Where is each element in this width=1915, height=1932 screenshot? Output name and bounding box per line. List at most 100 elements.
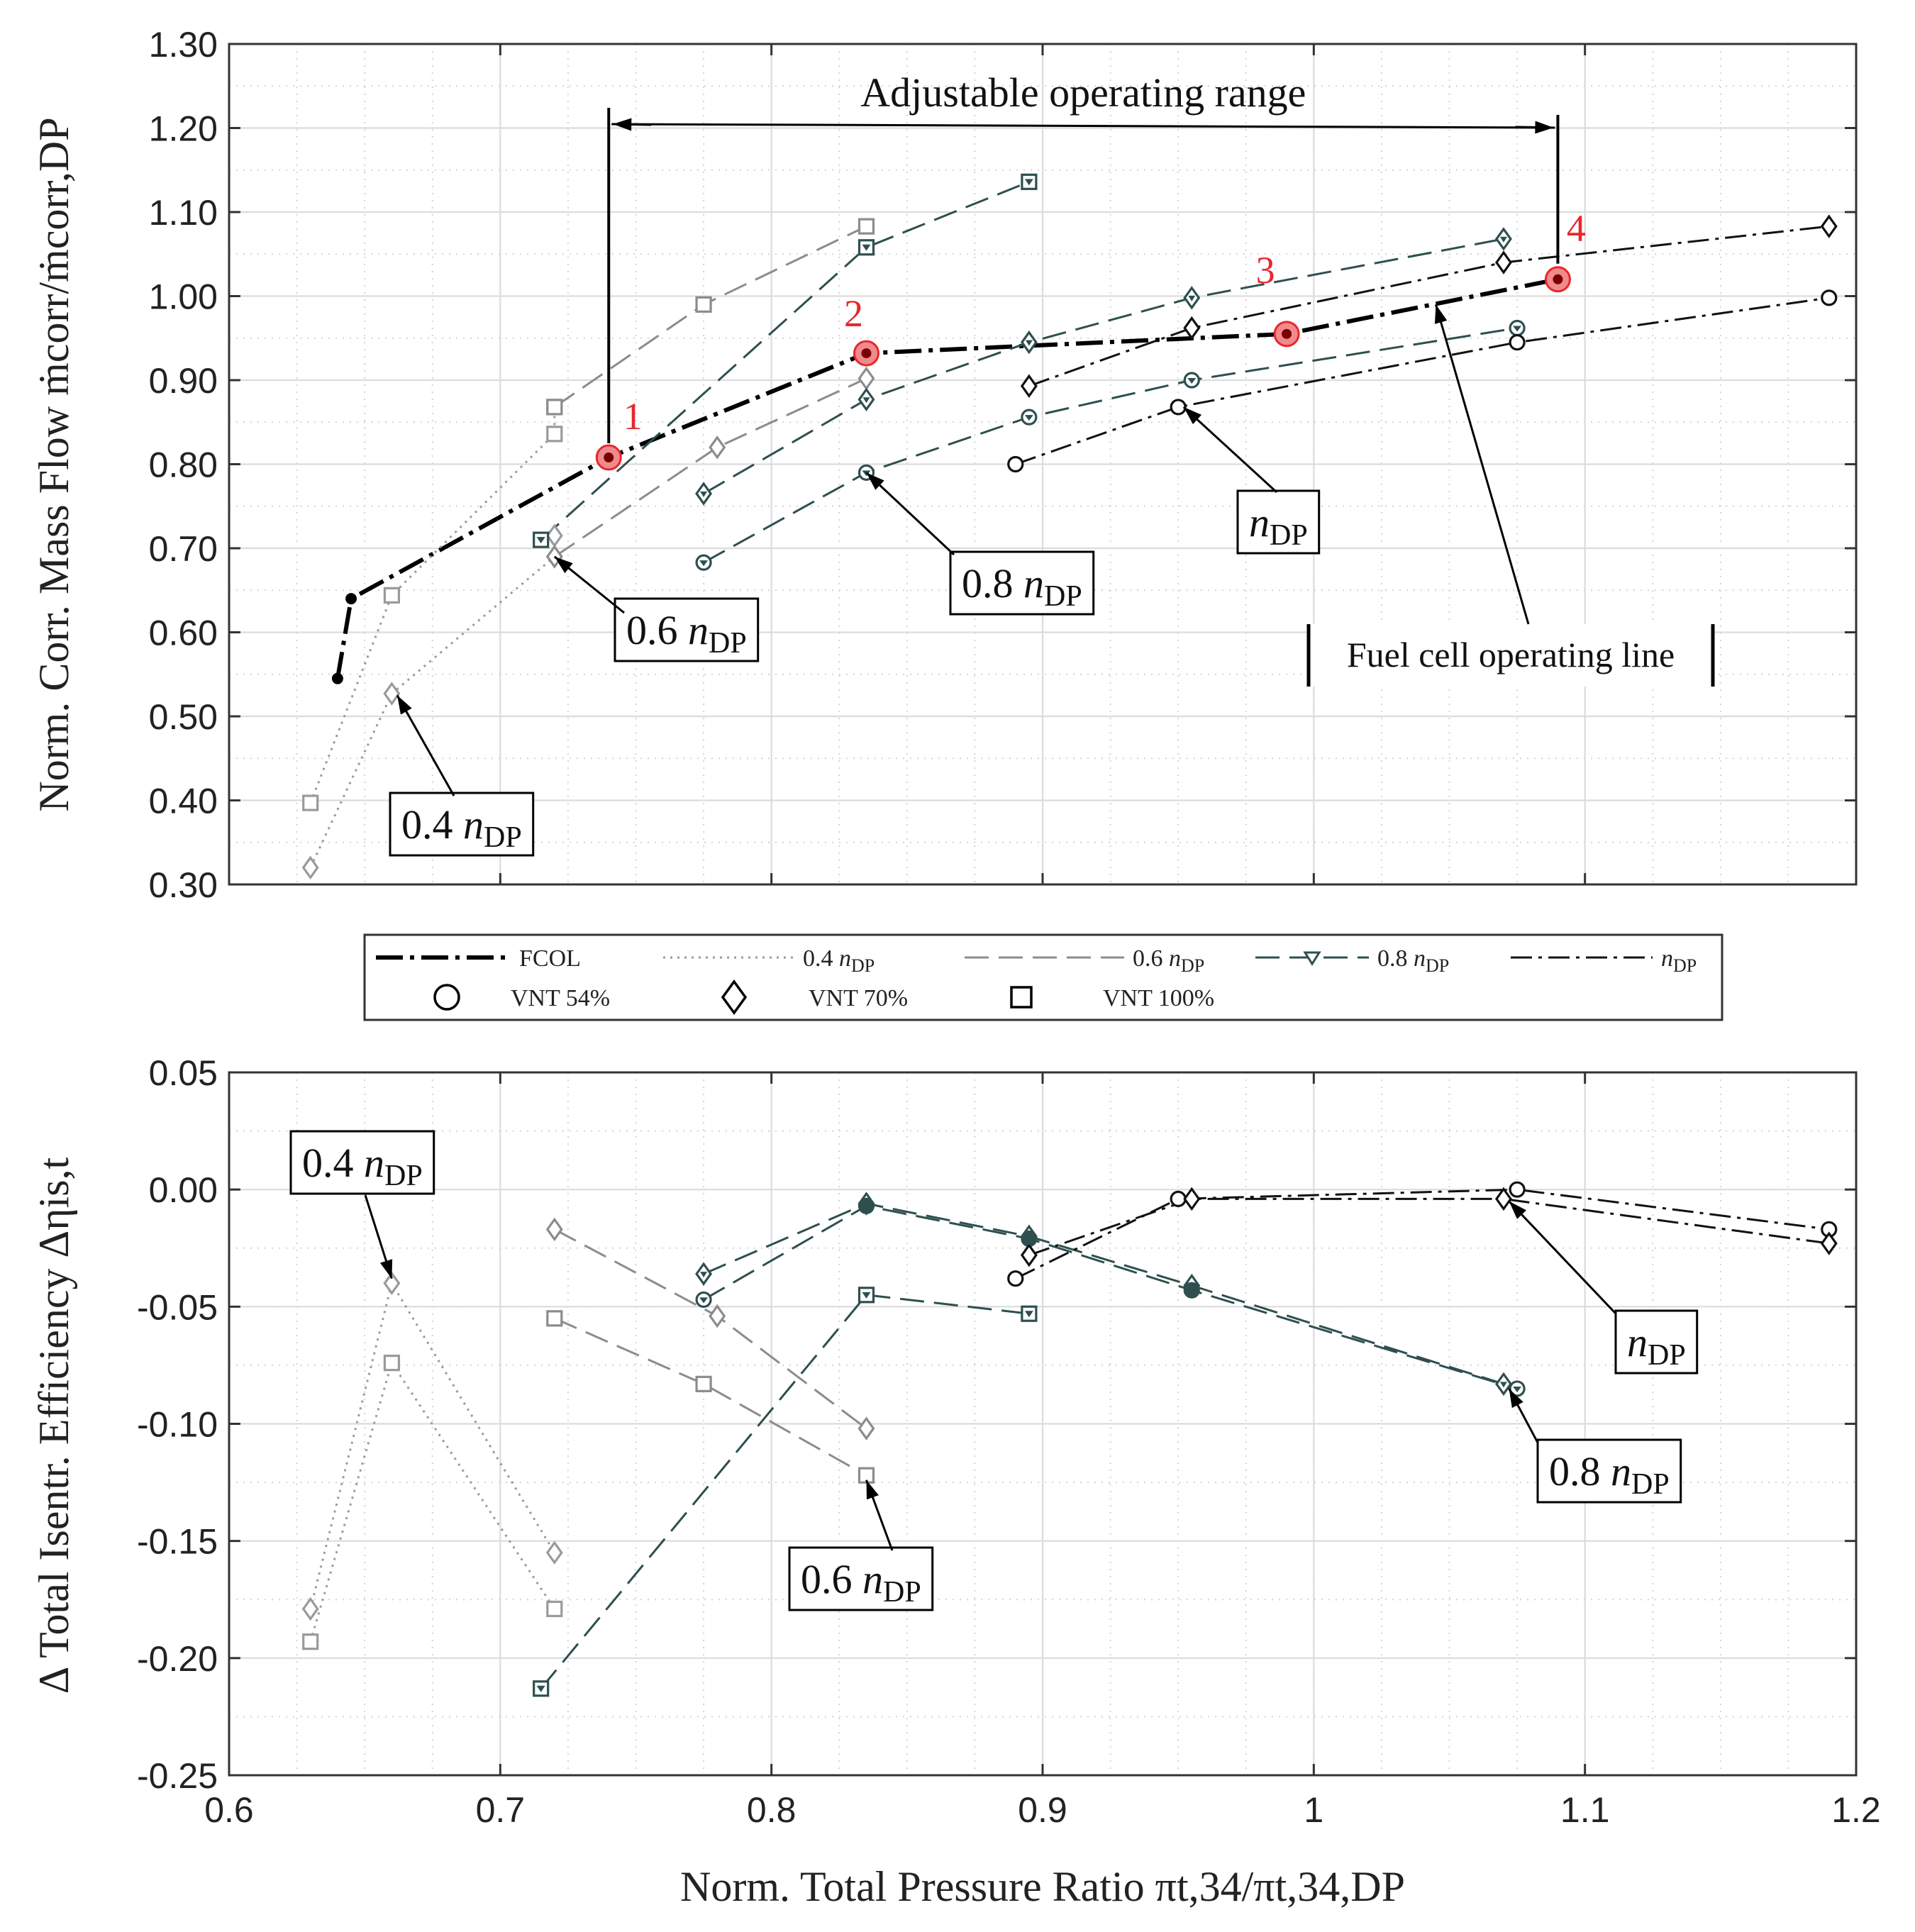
series-line-n08-5	[540, 180, 1030, 541]
annotation-0-4-ndp-arrow-line	[396, 694, 455, 796]
annotation-ndp-text: nDP	[1249, 499, 1308, 552]
operating-point-label-4: 4	[1567, 207, 1586, 250]
y-tick-label: 0.05	[149, 1053, 218, 1093]
annotation-bottom-0-4-ndp: 0.4 nDP	[289, 1130, 435, 1195]
legend-label-sub: DP	[1426, 955, 1449, 976]
legend-label-main: 0.4	[803, 945, 839, 972]
annotation-0-8-ndp: 0.8 nDP	[949, 550, 1095, 616]
y-tick-label: 0.40	[149, 782, 218, 821]
annotation-0-4-ndp-sub: DP	[484, 821, 522, 854]
data-point-n04-2-0	[301, 855, 319, 880]
annotation-ndp-arrow-line	[1182, 406, 1278, 494]
legend-marker-diamond	[721, 979, 748, 1015]
data-point-n08-4-1-inner	[862, 1292, 871, 1299]
data-point-ndp-7-2	[1509, 1181, 1526, 1198]
series-line-ndp-8	[1028, 1197, 1830, 1257]
data-point-ndp-8-0	[1020, 1243, 1038, 1267]
annotation-0-4-ndp-main: 0.4	[401, 801, 463, 848]
data-point-n08-4-0-inner	[536, 1685, 545, 1692]
legend-box	[363, 933, 1724, 1021]
annotation-0-6-ndp-arrow-head	[554, 556, 573, 574]
data-point-n06-4-2	[857, 366, 875, 391]
y-tick-label: 0.00	[149, 1170, 218, 1210]
annotation-bottom-0-6-ndp-box	[788, 1546, 934, 1611]
operating-point-label-3: 3	[1256, 249, 1275, 292]
fcol-point	[331, 672, 343, 684]
operating-point-core-2	[861, 348, 872, 359]
legend-label-var: n	[1169, 945, 1181, 972]
annotation-bottom-ndp-arrow-head	[1509, 1201, 1527, 1219]
y-tick-label: 0.80	[149, 445, 218, 485]
data-point-n08-5-1-inner	[862, 244, 871, 251]
data-point-n08-5-2-inner	[1024, 179, 1033, 186]
y-tick-label: 1.30	[149, 25, 218, 65]
legend-label-diamond: VNT 70%	[809, 985, 908, 1011]
data-point-n08-7-0-inner	[699, 560, 709, 567]
top-y-axis-label: Norm. Corr. Mass Flow ṁcorr/ṁcorr,DP	[30, 117, 77, 811]
data-point-n04-1-0	[302, 1633, 319, 1650]
legend-marker-n08	[1303, 951, 1321, 966]
y-tick-label: -0.20	[137, 1639, 218, 1679]
annotation-0-8-ndp-main: 0.8	[962, 560, 1023, 606]
series-line-ndp-9	[1015, 296, 1830, 465]
data-point-ndp-9-1	[1170, 399, 1187, 416]
annotation-0-4-ndp-var: n	[463, 801, 484, 848]
annotation-bottom-ndp: nDP	[1614, 1309, 1699, 1375]
data-point-n06-2-0	[545, 1217, 563, 1242]
data-point-n08-6-2-inner	[1025, 340, 1033, 346]
annotation-bottom-ndp-var: n	[1627, 1319, 1648, 1365]
data-point-ndp-7-0	[1007, 1270, 1024, 1287]
annotation-bottom-0-8-ndp-box	[1536, 1438, 1682, 1504]
data-point-n04-2-3	[545, 523, 563, 548]
series-line-ndp-8	[1028, 225, 1829, 387]
data-point-ndp-7-1	[1170, 1190, 1187, 1207]
series-line-ndp-7	[1015, 1188, 1829, 1280]
annotation-bottom-ndp-arrow-line	[1508, 1200, 1617, 1315]
data-point-n06-3-2	[857, 218, 875, 235]
annotation-fcol-arrow-line	[1434, 304, 1530, 625]
data-point-ndp-8-3	[1820, 214, 1838, 238]
annotation-fcol-bg	[1309, 624, 1713, 687]
y-tick-label: -0.10	[137, 1405, 218, 1445]
annotation-fcol-arrow-head	[1434, 304, 1448, 324]
data-point-n06-3-0	[546, 399, 563, 416]
data-point-ndp-9-2	[1509, 334, 1526, 351]
data-point-ndp-8-3	[1820, 1231, 1838, 1255]
annotation-0-6-ndp: 0.6 nDP	[614, 597, 760, 662]
legend-label-var: n	[1414, 945, 1426, 972]
annotation-bottom-0-4-ndp-sub: DP	[384, 1160, 423, 1192]
annotation-bottom-0-6-ndp-arrow-head	[866, 1479, 879, 1500]
series-line-n04-0	[309, 1280, 556, 1609]
annotation-bottom-0-8-ndp-main: 0.8	[1549, 1448, 1611, 1494]
data-point-n08-5-0-inner	[536, 537, 545, 544]
range-line	[611, 123, 1555, 129]
data-point-ndp-9-3	[1821, 289, 1838, 306]
annotation-bottom-0-6-ndp-main: 0.6	[801, 1556, 862, 1602]
y-tick-label: 0.70	[149, 529, 218, 569]
annotation-0-8-ndp-arrow-line	[865, 472, 955, 556]
data-point-n08-6-0-inner	[699, 1297, 709, 1304]
annotation-0-4-ndp-arrow-head	[397, 695, 412, 715]
data-point-ndp-8-2	[1495, 1187, 1512, 1211]
data-point-ndp-8-0	[1020, 374, 1038, 399]
x-tick-label: 1.2	[1831, 1790, 1881, 1830]
y-tick-label: 1.20	[149, 109, 218, 149]
legend-label-sub: DP	[1673, 955, 1697, 976]
annotation-ndp-sub: DP	[1270, 519, 1308, 552]
data-point-n04-0-1	[383, 1271, 401, 1296]
annotation-bottom-0-8-ndp: 0.8 nDP	[1536, 1438, 1682, 1504]
annotation-fcol: Fuel cell operating line	[1306, 624, 1715, 687]
data-point-n08-5-0-inner	[700, 1272, 708, 1278]
y-tick-label: 0.60	[149, 614, 218, 653]
operating-point-core-1	[604, 453, 614, 463]
data-point-n08-6-3-inner	[1188, 295, 1196, 301]
y-tick-label: -0.05	[137, 1287, 218, 1327]
data-point-n06-2-1	[709, 1304, 726, 1328]
annotation-bottom-0-4-ndp-box	[289, 1130, 435, 1195]
data-point-n04-0-2	[545, 1540, 563, 1565]
annotation-0-6-ndp-var: n	[688, 607, 709, 653]
operating-point-core-4	[1553, 274, 1563, 284]
data-point-ndp-8-1	[1183, 1187, 1201, 1211]
range-arrow-left-head	[613, 118, 632, 131]
operating-point-core-3	[1282, 328, 1292, 339]
